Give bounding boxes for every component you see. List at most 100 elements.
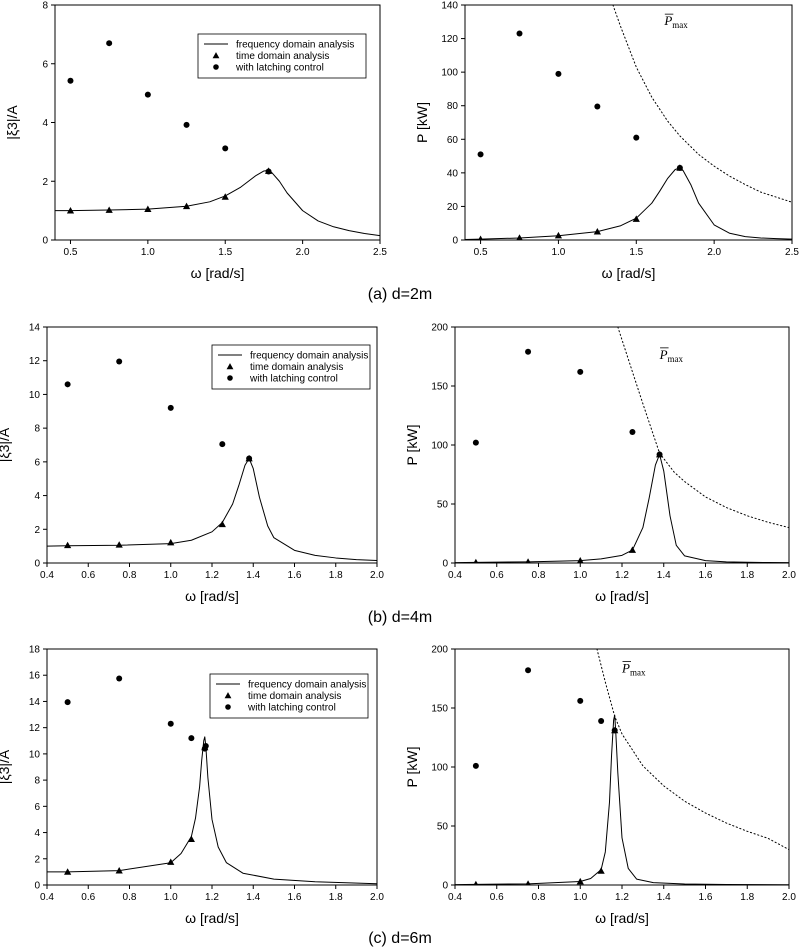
y-tick-label: 0 — [34, 559, 40, 570]
plot-data-area — [47, 358, 377, 561]
y-tick-label: 40 — [447, 168, 459, 179]
chart-c-left: 0.4 0.6 0.8 1.0 1.2 1.4 1.6 1.8 2.0 0 2 4 6 8 10 12 14 16… — [0, 645, 384, 927]
x-axis-label: ω [rad/s] — [595, 588, 649, 604]
plot-data-area — [465, 5, 792, 240]
legend-box — [197, 33, 367, 79]
x-axis-label: ω [rad/s] — [602, 265, 656, 281]
x-tick-label: 0.6 — [490, 892, 504, 903]
x-tick-label: 1.6 — [288, 570, 302, 581]
pmax-symbol: P — [663, 13, 672, 28]
y-tick-label: 0 — [34, 881, 40, 892]
x-axis-label: ω [rad/s] — [191, 265, 245, 281]
y-tick-label: 6 — [42, 59, 48, 70]
y-tick-label: 2 — [34, 525, 40, 536]
triangle-marker — [167, 858, 175, 865]
y-tick-label: 0 — [442, 881, 448, 892]
triangle-marker — [632, 215, 640, 222]
caption-b: (b) d=4m — [368, 609, 432, 626]
x-axis-label: ω [rad/s] — [185, 910, 239, 926]
y-tick-label: 6 — [34, 457, 40, 468]
legend-triangle-swatch — [212, 52, 220, 59]
plot-data-area — [455, 327, 789, 563]
y-axis-label: P [kW] — [414, 102, 430, 143]
y-tick-label: 18 — [29, 645, 41, 656]
series-line-pmax — [617, 327, 789, 529]
y-tick-label: 10 — [29, 390, 41, 401]
legend-circle-swatch — [227, 375, 233, 381]
y-tick-label: 200 — [431, 323, 448, 334]
y-axis-label: |ξ3|/A — [4, 105, 20, 140]
circle-marker — [64, 381, 71, 388]
circle-marker — [525, 348, 532, 355]
x-tick-label: 1.2 — [615, 892, 629, 903]
chart-a-left: 0.5 1.0 1.5 2.0 2.5 0 2 4 6 8 ω [rad/s] |ξ3|/A frequ… — [4, 1, 387, 282]
x-tick-label: 1.0 — [573, 892, 587, 903]
circle-marker — [577, 368, 584, 375]
legend-triangle-swatch — [224, 692, 232, 699]
x-tick-label: 1.2 — [205, 570, 219, 581]
x-tick-label: 0.6 — [81, 892, 95, 903]
y-axis-label: P [kW] — [404, 747, 420, 788]
x-tick-label: 1.8 — [329, 570, 343, 581]
x-tick-label: 1.5 — [629, 247, 643, 258]
circle-marker — [265, 168, 272, 175]
x-axis-label: ω [rad/s] — [595, 910, 649, 926]
y-tick-label: 0 — [452, 236, 458, 247]
triangle-marker — [218, 520, 226, 528]
x-tick-label: 0.4 — [40, 570, 54, 581]
triangle-marker — [478, 235, 484, 240]
series-line-frequency-domain — [455, 453, 789, 563]
y-tick-label: 100 — [431, 441, 448, 452]
y-tick-label: 8 — [42, 1, 48, 12]
legend-box — [211, 344, 371, 390]
triangle-marker — [221, 193, 229, 200]
triangle-marker — [593, 228, 601, 235]
y-tick-label: 120 — [441, 34, 458, 45]
y-tick-label: 14 — [29, 697, 41, 708]
x-tick-label: 1.0 — [164, 892, 178, 903]
x-tick-label: 0.6 — [490, 570, 504, 581]
y-tick-label: 2 — [34, 854, 40, 865]
legend-label: with latching control — [235, 63, 324, 74]
circle-marker — [202, 743, 209, 750]
y-tick-label: 12 — [29, 356, 41, 367]
circle-marker — [167, 404, 174, 411]
circle-marker — [594, 103, 601, 110]
x-tick-label: 0.5 — [64, 247, 78, 258]
legend-circle-swatch — [213, 64, 219, 70]
x-tick-label: 2.0 — [782, 892, 796, 903]
circle-marker — [472, 762, 479, 769]
circle-marker — [577, 697, 584, 704]
circle-marker — [516, 30, 523, 37]
legend-label: frequency domain analysis — [248, 680, 366, 691]
circle-marker — [188, 735, 195, 742]
caption-a: (a) d=2m — [368, 286, 432, 303]
legend-label: frequency domain analysis — [250, 351, 368, 362]
x-tick-label: 1.6 — [699, 892, 713, 903]
x-tick-label: 2.0 — [782, 570, 796, 581]
y-axis-label: P [kW] — [404, 425, 420, 466]
triangle-marker — [525, 558, 531, 563]
x-tick-label: 1.4 — [657, 570, 671, 581]
pmax-subscript: max — [668, 354, 684, 364]
circle-marker — [183, 121, 190, 128]
pmax-subscript: max — [630, 668, 646, 678]
series-line-frequency-domain — [47, 457, 377, 561]
y-tick-label: 100 — [441, 68, 458, 79]
triangle-marker — [554, 231, 563, 239]
legend-label: time domain analysis — [250, 362, 343, 373]
triangle-marker — [167, 538, 175, 546]
circle-marker — [611, 727, 618, 734]
x-tick-label: 1.8 — [329, 892, 343, 903]
y-tick-label: 10 — [29, 749, 41, 760]
x-tick-label: 0.8 — [532, 892, 546, 903]
legend-circle-swatch — [225, 704, 231, 710]
pmax-label: Pmax — [663, 13, 688, 30]
series-line-frequency-domain — [55, 169, 380, 237]
x-tick-label: 0.8 — [532, 570, 546, 581]
circle-marker — [167, 720, 174, 727]
y-tick-label: 0 — [42, 236, 48, 247]
circle-marker — [64, 699, 71, 706]
legend-label: frequency domain analysis — [236, 40, 354, 51]
